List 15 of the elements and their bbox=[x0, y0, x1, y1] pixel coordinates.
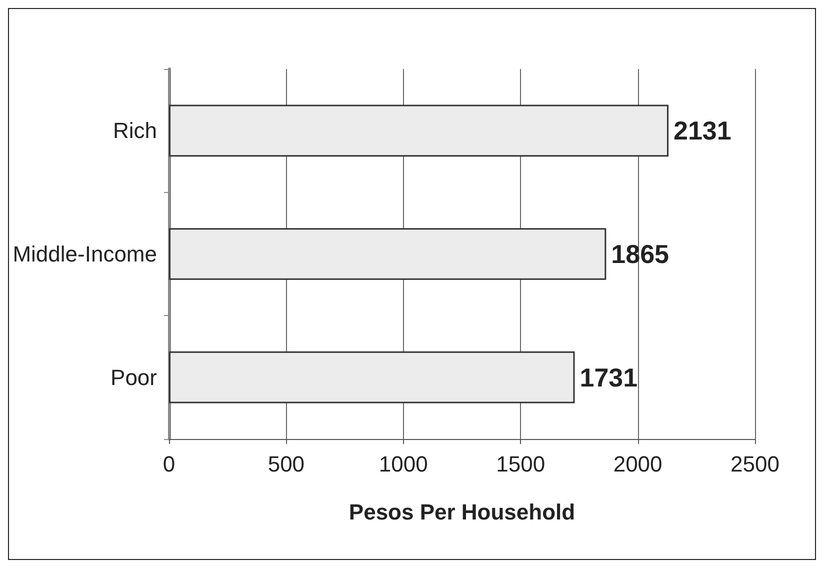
y-tick-label: Poor bbox=[110, 364, 157, 390]
x-tick-label: 2000 bbox=[613, 452, 662, 476]
y-tick-label: Middle-Income bbox=[12, 242, 157, 266]
data-label: 2131 bbox=[674, 116, 732, 146]
x-tick-label: 2500 bbox=[730, 452, 780, 476]
x-tick-label: 1500 bbox=[496, 452, 546, 476]
x-axis-title: Pesos Per Household bbox=[348, 500, 576, 524]
x-tick-label: 500 bbox=[268, 452, 305, 476]
bar bbox=[169, 104, 669, 157]
x-tick-label: 0 bbox=[162, 452, 176, 476]
y-tick-label: Rich bbox=[112, 118, 157, 144]
bar bbox=[169, 351, 575, 404]
bar bbox=[169, 228, 606, 280]
x-tick-label: 1000 bbox=[378, 452, 428, 476]
data-label: 1731 bbox=[580, 362, 638, 392]
